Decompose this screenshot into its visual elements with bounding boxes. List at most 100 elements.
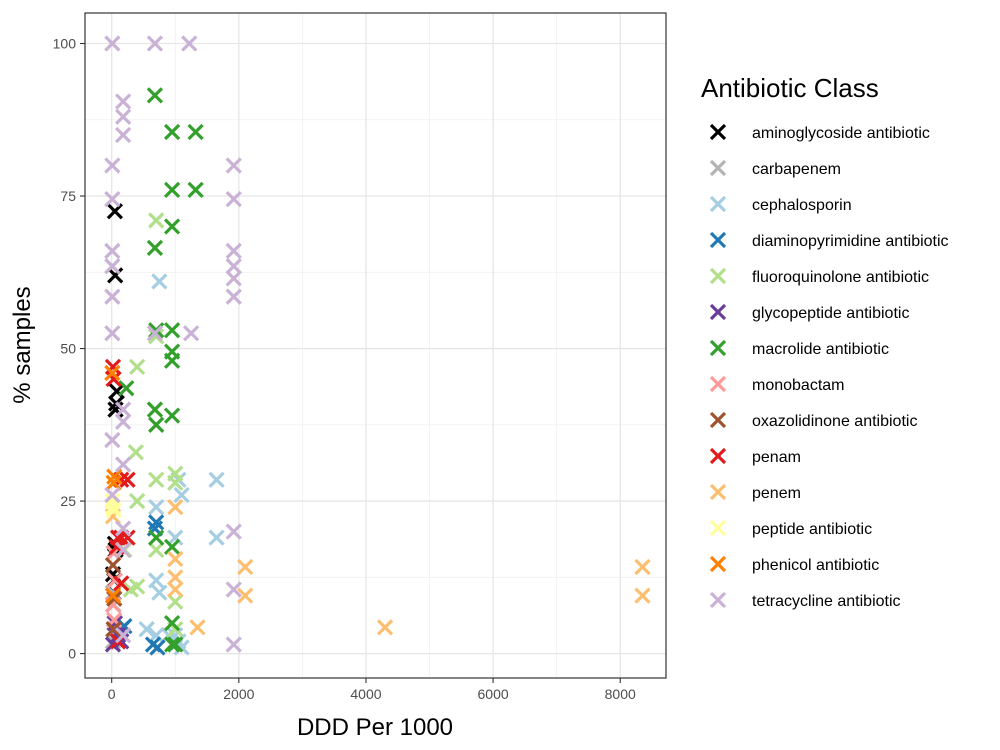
legend-marker (709, 375, 727, 393)
data-point (634, 587, 651, 604)
legend-item: macrolide antibiotic (709, 339, 889, 358)
data-point (151, 584, 168, 601)
data-point (146, 325, 164, 342)
data-point (104, 587, 122, 604)
x-tick-label: 4000 (350, 686, 381, 702)
legend-item: fluoroquinolone antibiotic (709, 267, 929, 286)
legend-item: cephalosporin (709, 195, 852, 214)
legend-marker (709, 447, 727, 465)
data-point (167, 636, 184, 653)
legend-title: Antibiotic Class (701, 73, 879, 103)
legend-marker (709, 483, 727, 501)
data-point (163, 538, 181, 555)
data-point (115, 93, 132, 110)
data-point (167, 569, 184, 586)
y-axis-title: % samples (9, 286, 36, 403)
legend-item: monobactam (709, 375, 845, 394)
data-point (189, 619, 206, 636)
legend-label: penam (752, 449, 801, 466)
data-point (104, 325, 121, 342)
data-point (104, 242, 121, 260)
data-point (167, 499, 184, 516)
y-tick-label: 50 (60, 341, 76, 357)
data-point (115, 401, 132, 418)
data-point (237, 558, 254, 576)
x-tick-label: 0 (108, 686, 116, 702)
data-point (127, 444, 144, 461)
legend-label: tetracycline antibiotic (752, 593, 901, 610)
data-point (115, 520, 132, 537)
data-point (115, 108, 132, 125)
data-point (106, 468, 123, 485)
data-point (225, 258, 242, 275)
data-point (167, 581, 184, 598)
x-axis-title: DDD Per 1000 (297, 714, 453, 741)
data-point (104, 35, 121, 52)
data-point (146, 401, 164, 418)
legend-marker (709, 195, 727, 213)
plot-border (84, 12, 667, 679)
legend-label: monobactam (752, 377, 845, 394)
data-point (376, 619, 394, 636)
x-tick-label: 2000 (223, 686, 254, 702)
data-point (208, 471, 225, 488)
data-point (173, 486, 190, 504)
legend-marker (709, 159, 727, 177)
data-point (163, 218, 181, 235)
data-point (237, 587, 254, 604)
data-point (225, 157, 242, 174)
legend-marker (709, 339, 727, 357)
x-tick-label: 6000 (478, 686, 509, 702)
data-point (163, 636, 181, 653)
legend-label: glycopeptide antibiotic (752, 305, 909, 322)
data-point (122, 581, 139, 598)
data-point (104, 157, 121, 174)
legend-label: diaminopyrimidine antibiotic (752, 233, 949, 250)
data-point (115, 456, 132, 473)
data-point (115, 541, 132, 559)
data-point (104, 486, 121, 504)
data-point (115, 627, 132, 644)
legend-label: peptide antibiotic (752, 521, 872, 538)
data-point (118, 380, 135, 397)
legend-label: carbapenem (752, 161, 841, 178)
data-point (183, 325, 200, 342)
data-point (104, 288, 121, 305)
data-point (104, 431, 121, 449)
data-point (187, 123, 204, 141)
legend-marker (709, 303, 727, 321)
data-point (128, 358, 146, 375)
axis-ticks: 0 2000 4000 6000 8000 0 25 50 75 100 (53, 36, 636, 702)
data-point (634, 558, 651, 576)
data-point (115, 126, 132, 144)
data-point (163, 352, 181, 369)
legend-marker (709, 231, 727, 249)
data-point (163, 123, 181, 141)
data-point (167, 474, 184, 491)
data-point (225, 523, 242, 540)
data-point (163, 181, 181, 199)
legend: aminoglycoside antibiotic carbapenem cepha… (709, 123, 949, 610)
legend-item: peptide antibiotic (709, 519, 872, 538)
data-point (225, 190, 242, 208)
legend-label: penem (752, 485, 801, 502)
legend-marker (709, 267, 727, 285)
legend-label: oxazolidinone antibiotic (752, 413, 917, 430)
data-point (167, 550, 184, 568)
legend-item: aminoglycoside antibiotic (709, 123, 930, 142)
legend-marker (709, 411, 727, 429)
grid-lines (85, 13, 666, 678)
x-tick-label: 8000 (605, 686, 636, 702)
legend-marker (709, 555, 727, 573)
legend-marker (709, 519, 727, 537)
data-point (105, 621, 122, 638)
data-point (148, 529, 165, 546)
data-point (106, 203, 124, 220)
data-point (149, 639, 166, 656)
data-point (163, 322, 181, 339)
data-point (104, 258, 121, 275)
data-point (148, 572, 165, 589)
data-point (148, 471, 165, 488)
legend-label: macrolide antibiotic (752, 341, 889, 358)
legend-marker (709, 123, 727, 141)
